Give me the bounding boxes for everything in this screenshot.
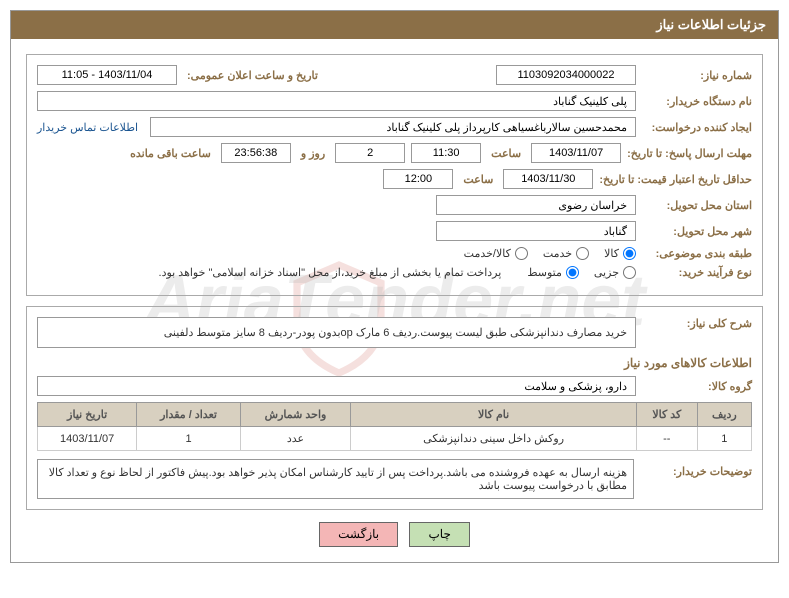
reply-deadline-date-input[interactable]	[531, 143, 621, 163]
validity-date-input[interactable]	[503, 169, 593, 189]
td-unit: عدد	[240, 427, 351, 451]
category-khedmat-radio[interactable]: خدمت	[543, 247, 589, 260]
process-minor-radio[interactable]: جزیی	[594, 266, 636, 279]
th-qty: تعداد / مقدار	[137, 403, 240, 427]
reply-deadline-time-input[interactable]	[411, 143, 481, 163]
td-qty: 1	[137, 427, 240, 451]
requester-input[interactable]	[150, 117, 636, 137]
time-remain-input[interactable]	[221, 143, 291, 163]
province-input[interactable]	[436, 195, 636, 215]
main-panel: جزئیات اطلاعات نیاز AriaTender.net شماره…	[10, 10, 779, 563]
button-row: چاپ بازگشت	[26, 522, 763, 547]
th-code: کد کالا	[636, 403, 697, 427]
goods-group-label: گروه کالا:	[642, 380, 752, 393]
time-remain-label: ساعت باقی مانده	[130, 147, 211, 160]
need-number-input[interactable]	[496, 65, 636, 85]
back-button[interactable]: بازگشت	[319, 522, 398, 547]
desc-label: شرح کلی نیاز:	[642, 317, 752, 330]
announce-datetime-input[interactable]	[37, 65, 177, 85]
days-remain-input[interactable]	[335, 143, 405, 163]
th-unit: واحد شمارش	[240, 403, 351, 427]
contact-link[interactable]: اطلاعات تماس خریدار	[37, 121, 138, 134]
validity-label: حداقل تاریخ اعتبار قیمت: تا تاریخ:	[599, 173, 752, 186]
days-and-label: روز و	[301, 147, 325, 160]
buyer-notes-label: توضیحات خریدار:	[642, 459, 752, 478]
goods-section-title: اطلاعات کالاهای مورد نیاز	[37, 356, 752, 370]
td-date: 1403/11/07	[38, 427, 137, 451]
print-button[interactable]: چاپ	[409, 522, 469, 547]
buyer-notes-text: هزینه ارسال به عهده فروشنده می باشد.پردا…	[37, 459, 634, 499]
desc-text: خرید مصارف دندانپزشکی طبق لیست پیوست.ردی…	[37, 317, 636, 348]
goods-group-input[interactable]	[37, 376, 636, 396]
need-number-label: شماره نیاز:	[642, 69, 752, 82]
form-section-top: شماره نیاز: تاریخ و ساعت اعلان عمومی: نا…	[26, 54, 763, 296]
city-label: شهر محل تحویل:	[642, 225, 752, 238]
goods-table: ردیف کد کالا نام کالا واحد شمارش تعداد /…	[37, 402, 752, 451]
province-label: استان محل تحویل:	[642, 199, 752, 212]
form-section-desc: شرح کلی نیاز: خرید مصارف دندانپزشکی طبق …	[26, 306, 763, 510]
announce-datetime-label: تاریخ و ساعت اعلان عمومی:	[187, 69, 318, 82]
process-medium-radio[interactable]: متوسط	[527, 266, 579, 279]
category-radio-group: کالا خدمت کالا/خدمت	[464, 247, 636, 260]
td-row: 1	[697, 427, 751, 451]
th-date: تاریخ نیاز	[38, 403, 137, 427]
th-row: ردیف	[697, 403, 751, 427]
process-radio-group: جزیی متوسط	[527, 266, 636, 279]
td-code: --	[636, 427, 697, 451]
table-row: 1 -- روکش داخل سینی دندانپزشکی عدد 1 140…	[38, 427, 752, 451]
time-label-1: ساعت	[491, 147, 521, 160]
validity-time-input[interactable]	[383, 169, 453, 189]
buyer-org-label: نام دستگاه خریدار:	[642, 95, 752, 108]
category-kala-khedmat-radio[interactable]: کالا/خدمت	[464, 247, 528, 260]
time-label-2: ساعت	[463, 173, 493, 186]
city-input[interactable]	[436, 221, 636, 241]
panel-title: جزئیات اطلاعات نیاز	[11, 11, 778, 39]
td-name: روکش داخل سینی دندانپزشکی	[351, 427, 637, 451]
requester-label: ایجاد کننده درخواست:	[642, 121, 752, 134]
category-kala-radio[interactable]: کالا	[604, 247, 636, 260]
buyer-org-input[interactable]	[37, 91, 636, 111]
process-label: نوع فرآیند خرید:	[642, 266, 752, 279]
process-note: پرداخت تمام یا بخشی از مبلغ خرید،از محل …	[159, 266, 502, 279]
category-label: طبقه بندی موضوعی:	[642, 247, 752, 260]
reply-deadline-label: مهلت ارسال پاسخ: تا تاریخ:	[627, 147, 752, 160]
th-name: نام کالا	[351, 403, 637, 427]
